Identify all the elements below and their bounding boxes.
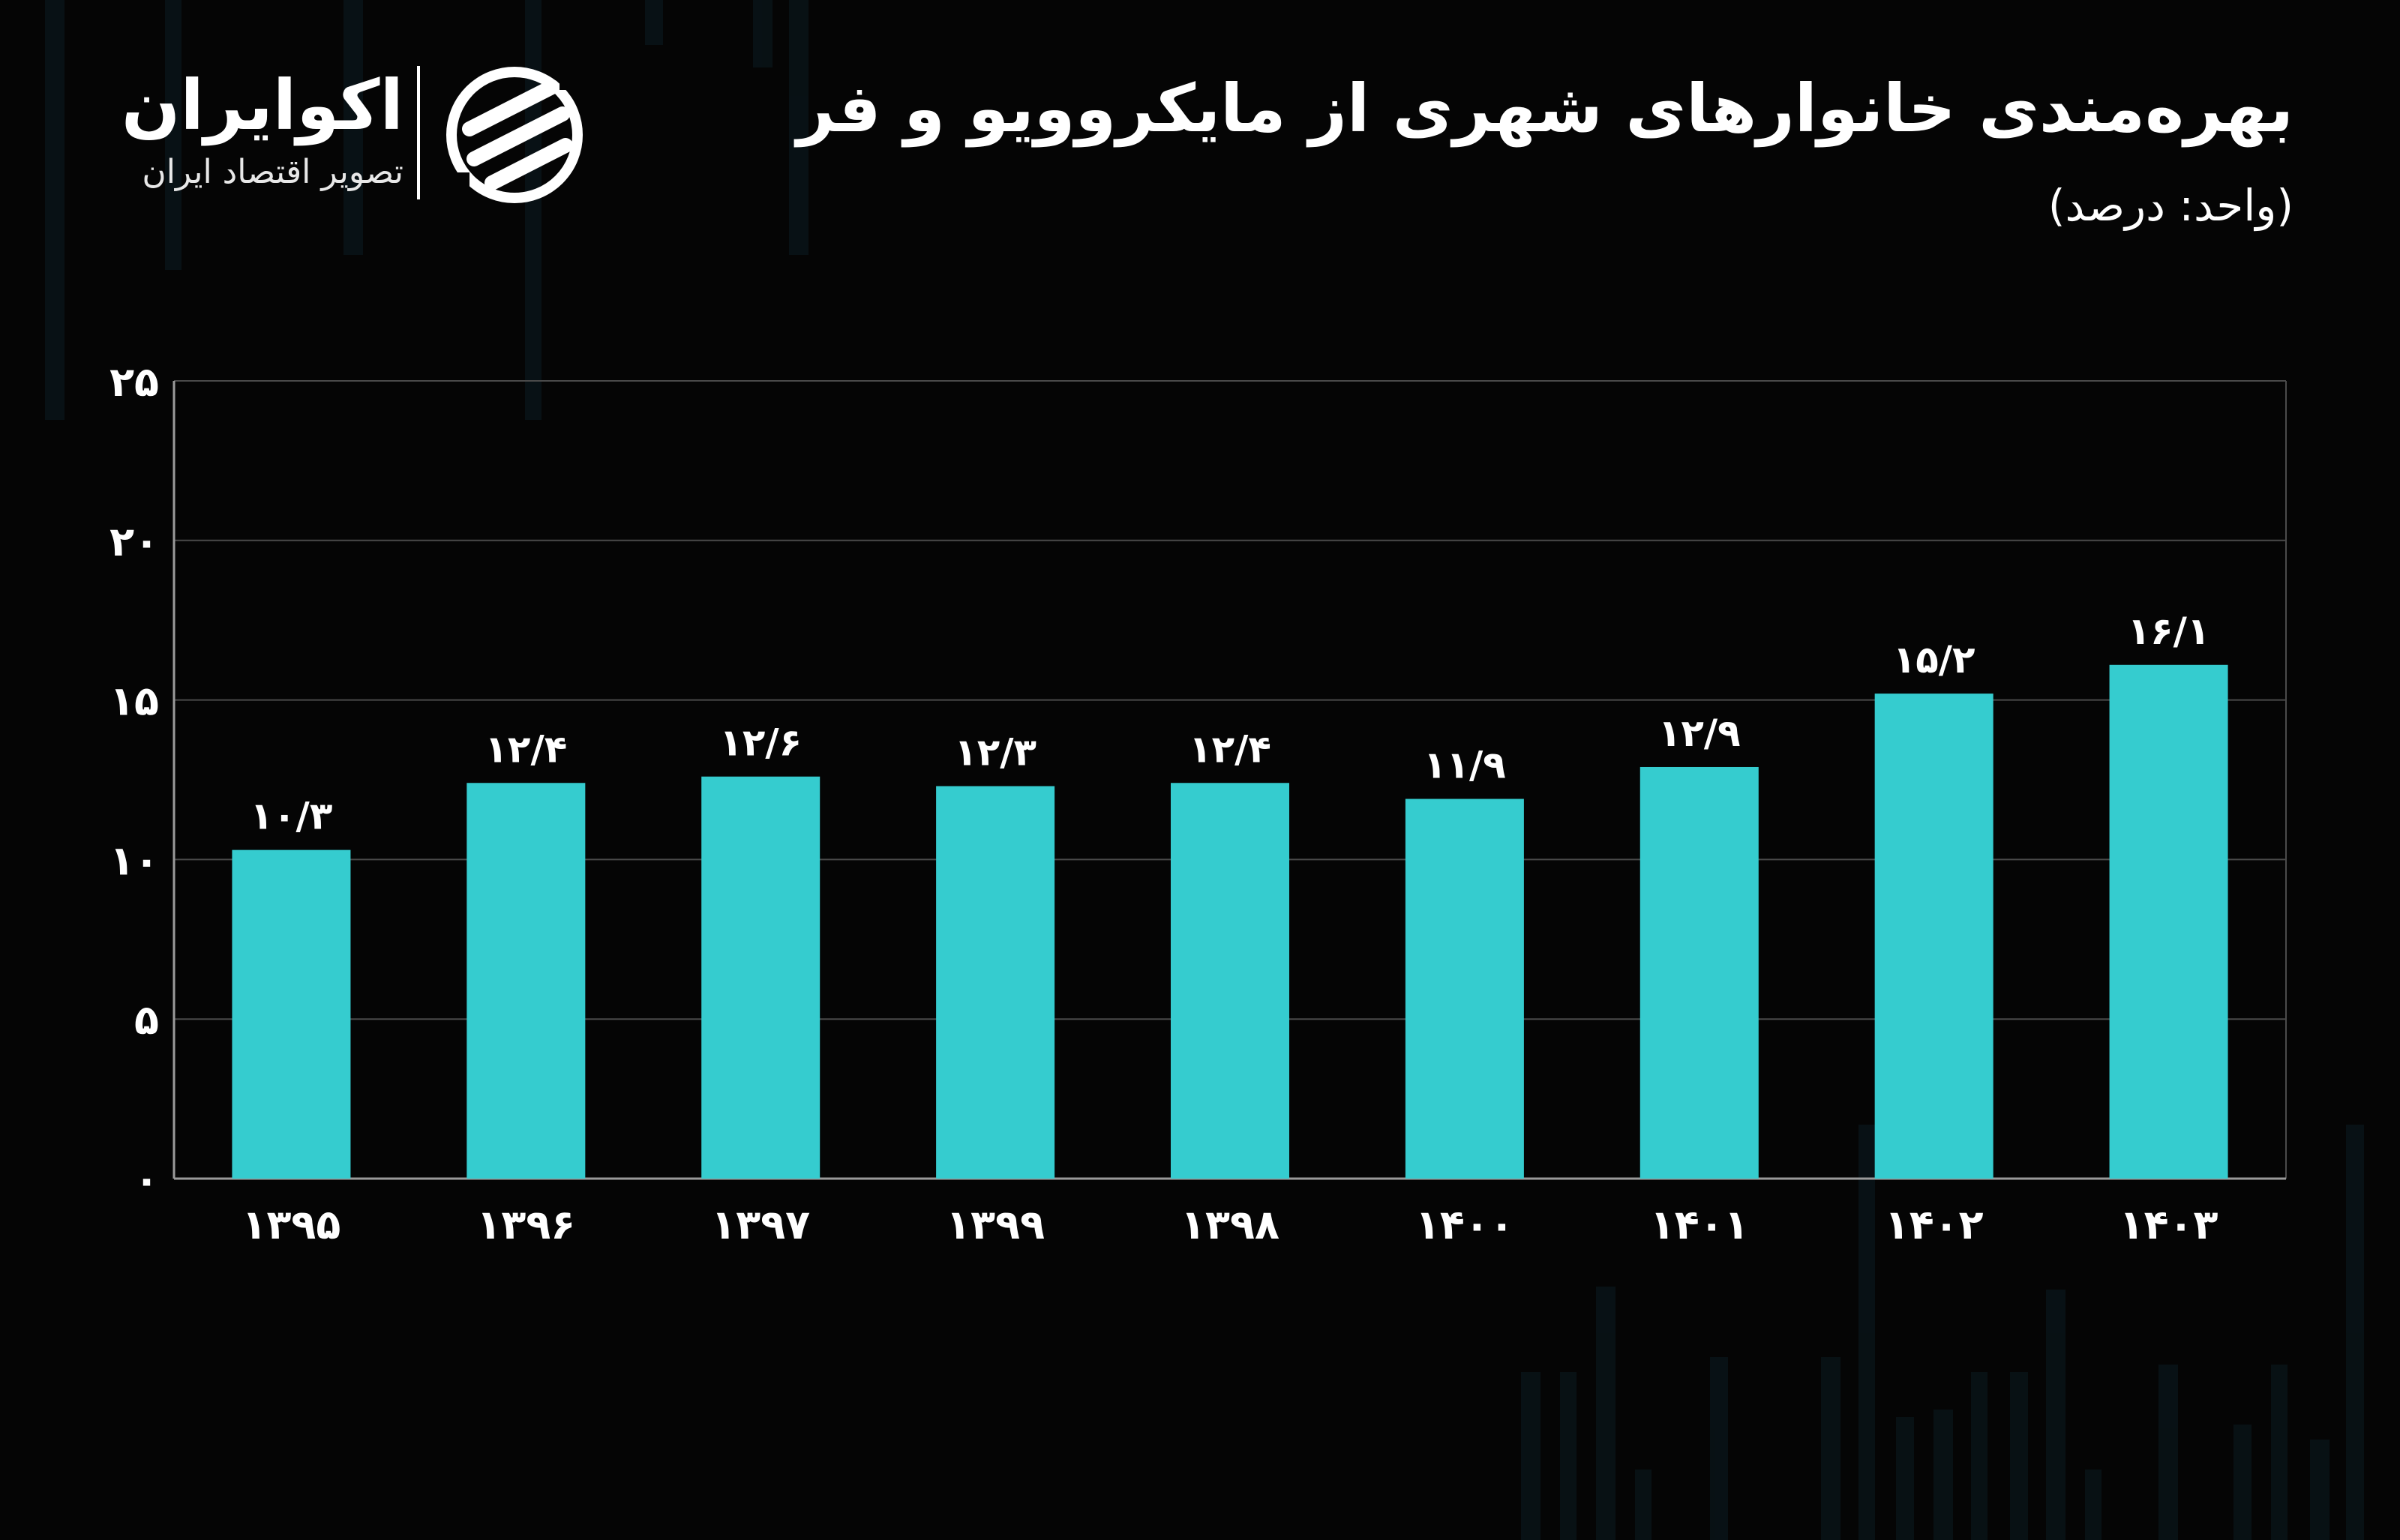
- y-tick-label: ۰: [134, 1156, 159, 1203]
- data-label: ۱۶/۱: [2128, 610, 2210, 653]
- chart-title: بهره‌مندی خانوارهای شهری از مایکروویو و …: [796, 70, 2294, 147]
- data-label: ۱۰/۳: [250, 795, 333, 838]
- data-label: ۱۲/۹: [1658, 712, 1741, 755]
- bar: [2109, 664, 2228, 1179]
- brand-mark-icon: [440, 60, 590, 210]
- chart-subtitle: (واحد: درصد): [2048, 180, 2294, 231]
- x-tick-label: ۱۳۹۵: [242, 1201, 341, 1248]
- brand-logo: اکوایران تصویر اقتصاد ایران: [88, 60, 598, 210]
- bar: [232, 849, 351, 1179]
- y-tick-label: ۱۰: [110, 837, 159, 884]
- data-label: ۱۵/۲: [1893, 638, 1976, 682]
- bar: [1874, 694, 1994, 1179]
- x-tick-label: ۱۴۰۱: [1650, 1201, 1749, 1248]
- x-tick-label: ۱۳۹۷: [711, 1201, 810, 1248]
- bar: [936, 786, 1055, 1179]
- x-tick-label: ۱۳۹۹: [946, 1201, 1045, 1248]
- x-tick-label: ۱۴۰۰: [1415, 1201, 1514, 1248]
- x-tick-label: ۱۴۰۲: [1885, 1201, 1984, 1248]
- data-label: ۱۲/۴: [484, 727, 567, 771]
- bar: [701, 776, 820, 1179]
- x-tick-label: ۱۳۹۶: [476, 1201, 575, 1248]
- bar: [1405, 798, 1524, 1179]
- y-tick-label: ۵: [134, 996, 159, 1044]
- data-label: ۱۲/۴: [1189, 727, 1271, 771]
- bar: [466, 783, 586, 1179]
- data-label: ۱۱/۹: [1424, 744, 1506, 787]
- logo-divider: [417, 66, 420, 199]
- brand-name: اکوایران: [121, 65, 404, 145]
- brand-tagline: تصویر اقتصاد ایران: [142, 153, 404, 191]
- bar: [1640, 766, 1759, 1179]
- y-tick-label: ۲۰: [110, 518, 159, 565]
- data-label: ۱۲/۶: [719, 721, 802, 765]
- bar: [1171, 783, 1289, 1179]
- data-label: ۱۲/۳: [954, 731, 1036, 774]
- y-tick-label: ۲۵: [110, 358, 159, 406]
- x-tick-label: ۱۴۰۳: [2120, 1201, 2218, 1248]
- y-tick-label: ۱۵: [110, 678, 159, 725]
- x-tick-label: ۱۳۹۸: [1180, 1201, 1280, 1248]
